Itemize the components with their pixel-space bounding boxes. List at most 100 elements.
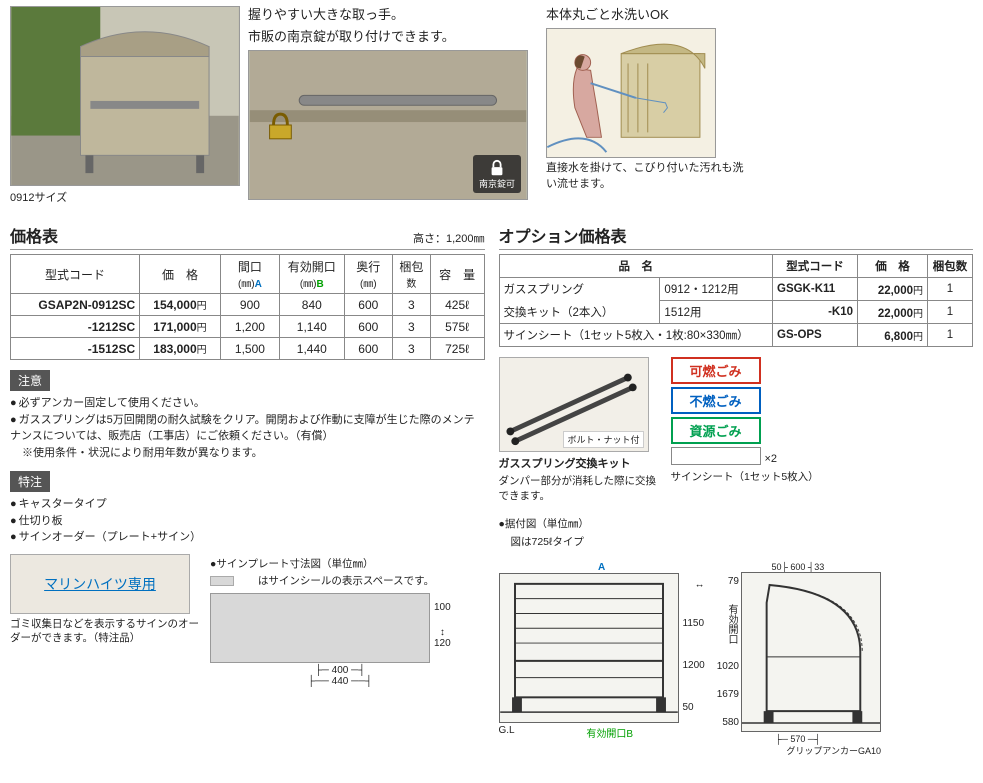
right-column: オプション価格表 品 名 型式コード 価 格 梱包数 ガススプリング0912・1… (499, 223, 974, 757)
signplate-w-dims: ├─ 400 ─┤ ├── 440 ──┤ (210, 665, 470, 687)
th-konpo-label: 梱包 (399, 260, 423, 274)
side-total: 1679 (717, 689, 739, 700)
dim-h-outer: 120 (434, 638, 451, 649)
sign-space-swatch (210, 576, 234, 586)
dim-w-inner: 400 (332, 665, 349, 676)
side-lower: 580 (717, 717, 739, 728)
option-images-row: ボルト・ナット付 ガススプリング交換キット ダンパー部分が消耗した際に交換できま… (499, 357, 974, 503)
main-photo-caption: 0912サイズ (10, 189, 240, 205)
caution-list: 必ずアンカー固定して使用ください。ガススプリングは5万回開閉の耐久試験をクリア。… (10, 395, 485, 445)
diagram-front (499, 573, 679, 723)
list-item: キャスタータイプ (10, 496, 485, 513)
handle-desc-1: 握りやすい大きな取っ手。 (248, 6, 538, 24)
th-maguchi-sub: A (255, 279, 262, 290)
sign-sample-block: マリンハイツ専用 ゴミ収集日などを表示するサインのオーダーができます。（特注品） (10, 554, 200, 646)
th-yoryo: 容 量 (430, 255, 484, 294)
wash-illustration (547, 29, 715, 157)
anchor-label: グリップアンカーGA10 (715, 744, 881, 757)
wash-title: 本体丸ごと水洗いOK (546, 6, 746, 24)
table-row: GSAP2N-0912SC154,000円9008406003425ℓ (11, 294, 485, 316)
dim-h-base: 50 (683, 702, 705, 713)
left-column: 価格表 高さ：1,200㎜ 型式コード 価 格 間口 (㎜)A 有効開口 (㎜)… (10, 223, 485, 757)
side-w-bottom: 570 (790, 734, 805, 744)
signplate-note-text: はサインシールの表示スペースです。 (237, 575, 434, 587)
th-okuyuki: 奥行 (㎜) (344, 255, 392, 294)
signplate-dim-block: ●サインプレート寸法図（単位㎜） はサインシールの表示スペースです。 100 ↕… (210, 554, 470, 687)
wash-block: 本体丸ごと水洗いOK 直接水を掛けて、こびり付いた汚れも洗い流せます。 (546, 6, 746, 205)
th-konpo-unit: 数 (406, 279, 416, 290)
table-row: サインシート（1セット5枚入・1枚:80×330㎜）GS-OPS6,800円1 (499, 324, 973, 347)
dim-h-inner: 1150 (683, 618, 705, 629)
list-item: ガススプリングは5万回開閉の耐久試験をクリア。開閉および作動に支障が生じた際のメ… (10, 412, 485, 445)
price-title-row: 価格表 高さ：1,200㎜ (10, 223, 485, 250)
gomi-blank (671, 447, 761, 465)
lock-badge-text: 南京錠可 (479, 177, 515, 190)
th-okuyuki-label: 奥行 (356, 260, 380, 274)
list-item: サインオーダー（プレート+サイン） (10, 529, 485, 546)
handle-desc-2: 市販の南京錠が取り付けできます。 (248, 28, 538, 46)
th-okuyuki-unit: (㎜) (360, 279, 377, 290)
side-left-dims: 79 有効開口 1020 1679 580 (715, 572, 741, 732)
handle-photo: 南京錠可 (248, 50, 528, 200)
lock-badge: 南京錠可 (473, 155, 521, 193)
side-top: 79 (717, 576, 739, 587)
diagram-label-a: A (499, 562, 705, 573)
two-column-section: 価格表 高さ：1,200㎜ 型式コード 価 格 間口 (㎜)A 有効開口 (㎜)… (10, 223, 973, 757)
front-bottom-labels: G.L 有効開口B (499, 725, 705, 740)
price-tbody: GSAP2N-0912SC154,000円9008406003425ℓ-1212… (11, 294, 485, 360)
th-maguchi-label: 間口 (238, 260, 262, 274)
side-mid: 1020 (717, 661, 739, 672)
list-item: 必ずアンカー固定して使用ください。 (10, 395, 485, 412)
th-code: 型式コード (11, 255, 140, 294)
table-row: -1212SC171,000円1,2001,1406003575ℓ (11, 316, 485, 338)
handle-block: 握りやすい大きな取っ手。 市販の南京錠が取り付けできます。 南京錠可 (248, 6, 538, 205)
th-price: 価 格 (140, 255, 221, 294)
front-svg (500, 574, 678, 722)
caution-tag: 注意 (10, 370, 50, 391)
option-table: 品 名 型式コード 価 格 梱包数 ガススプリング0912・1212用GSGK-… (499, 254, 974, 347)
main-photo-block: 0912サイズ (10, 6, 240, 205)
gomi-x2: ×2 (765, 453, 778, 465)
tokuchu-list: キャスタータイプ仕切り板サインオーダー（プレート+サイン） (10, 496, 485, 546)
sign-row: マリンハイツ専用 ゴミ収集日などを表示するサインのオーダーができます。（特注品）… (10, 554, 485, 687)
option-title: オプション価格表 (499, 223, 627, 247)
caution-sub: ※使用条件・状況により耐用年数が異なります。 (22, 445, 485, 462)
th-maguchi-unit: (㎜) (238, 279, 255, 290)
gl-label: G.L (499, 725, 515, 740)
gomi-green: 資源ごみ (671, 417, 761, 444)
gas-spring-block: ボルト・ナット付 ガススプリング交換キット ダンパー部分が消耗した際に交換できま… (499, 357, 659, 503)
bolt-label: ボルト・ナット付 (563, 431, 643, 448)
signplate-with-dims: 100 ↕ 120 (210, 589, 470, 663)
gas-spring-desc: ダンパー部分が消耗した際に交換できます。 (499, 474, 659, 503)
side-bottom-dims: ├─ 570 ─┤ (715, 734, 881, 744)
sign-sheet-label: サインシート（1セット5枚入） (671, 470, 819, 485)
lock-icon (488, 159, 506, 177)
front-h-dims: ↕ 1150 1200 50 (679, 573, 705, 723)
diagram-front-block: A (499, 562, 705, 757)
signplate-box (210, 593, 430, 663)
product-photo-main (10, 6, 240, 186)
price-header-row: 型式コード 価 格 間口 (㎜)A 有効開口 (㎜)B 奥行 (㎜) (11, 255, 485, 294)
wash-desc: 直接水を掛けて、こびり付いた汚れも洗い流せます。 (546, 161, 746, 192)
gomi-labels-block: 可燃ごみ 不燃ごみ 資源ごみ ×2 サインシート（1セット5枚入） (671, 357, 819, 485)
list-item: 仕切り板 (10, 513, 485, 530)
side-mid-label: 有効開口 (717, 604, 739, 644)
opt-tbody: ガススプリング0912・1212用GSGK-K1122,000円1交換キット（2… (499, 278, 973, 347)
wash-illustration-box (546, 28, 716, 158)
dim-h-total: 1200 (683, 660, 705, 671)
th-yuko-unit: (㎜) (300, 279, 317, 290)
side-w-a: 50 (771, 562, 781, 572)
price-title: 価格表 (10, 223, 58, 247)
side-top-dims: 50├ 600 ┤33 (715, 562, 881, 572)
dim-w-outer: 440 (332, 676, 349, 687)
opt-th-code: 型式コード (773, 255, 858, 278)
opt-th-konpo: 梱包数 (928, 255, 973, 278)
opt-header-row: 品 名 型式コード 価 格 梱包数 (499, 255, 973, 278)
diagram-sub: 図は725ℓタイプ (511, 535, 974, 550)
diagram-block: ●据付図（単位㎜） 図は725ℓタイプ A (499, 517, 974, 756)
gomi-labels: 可燃ごみ 不燃ごみ 資源ごみ ×2 (671, 357, 819, 465)
sign-sample: マリンハイツ専用 (10, 554, 190, 614)
opt-th-name: 品 名 (499, 255, 773, 278)
option-title-row: オプション価格表 (499, 223, 974, 250)
height-note: 高さ：1,200㎜ (413, 230, 485, 246)
